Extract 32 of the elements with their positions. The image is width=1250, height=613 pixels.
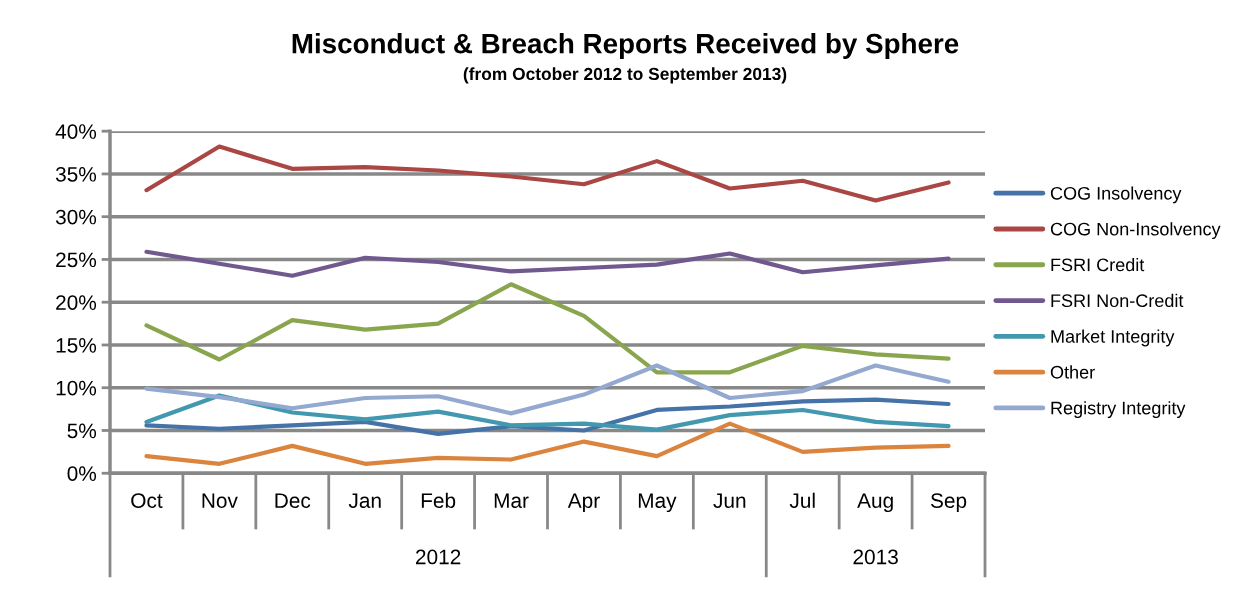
legend-label: Registry Integrity [1051, 401, 1186, 418]
x-tick-label: Jul [789, 492, 815, 508]
y-tick-label: 25% [56, 252, 97, 268]
x-tick-label: Mar [494, 493, 529, 508]
legend-label: COG Insolvency [1050, 186, 1182, 204]
legend-label: FSRI Non-Credit [1051, 293, 1184, 308]
x-tick-label: Jan [348, 493, 381, 508]
x-tick-label: Dec [275, 493, 311, 508]
legend-label: FSRI Credit [1051, 258, 1145, 272]
text: 2012 [416, 549, 461, 565]
x-tick-label: Aug [857, 493, 893, 513]
x-tick-label: Jun [713, 493, 746, 508]
chart-title: Misconduct & Breach Reports Received by Sphere [292, 33, 959, 59]
y-tick-label: 15% [56, 338, 97, 353]
legend-label: COG Non-Insolvency [1050, 222, 1221, 240]
x-tick-label: Nov [202, 493, 238, 508]
legend-label: Market Integrity [1051, 329, 1175, 347]
x-tick-label: Feb [421, 492, 456, 508]
x-tick-label: Apr [567, 493, 600, 513]
y-tick-label: 35% [55, 166, 97, 182]
y-tick-label: 0% [67, 466, 97, 481]
y-tick-label: 40% [55, 124, 97, 139]
x-tick-label: Oct [131, 493, 163, 508]
y-tick-label: 30% [55, 209, 97, 225]
text: 2013 [853, 549, 898, 565]
legend-label: Other [1050, 365, 1095, 379]
y-tick-label: 20% [56, 295, 97, 310]
y-tick-label: 5% [67, 423, 97, 439]
chart-subtitle: (from October 2012 to September 2013) [463, 67, 787, 84]
x-tick-label: Sep [930, 493, 967, 513]
y-tick-label: 10% [56, 380, 97, 396]
x-tick-label: May [638, 493, 677, 513]
